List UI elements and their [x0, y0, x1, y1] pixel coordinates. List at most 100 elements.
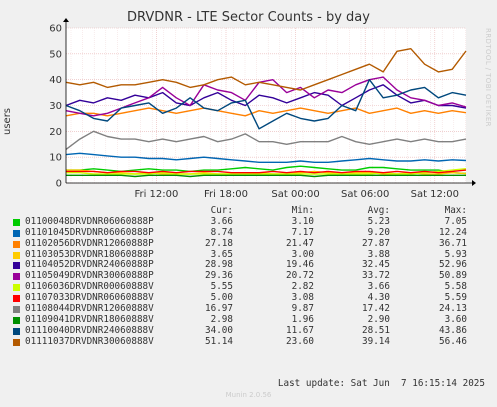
- legend-min: 20.72: [286, 270, 314, 282]
- x-axis-arrow: [472, 180, 476, 186]
- x-tick-label: Sat 06:00: [341, 189, 389, 200]
- last-update: Last update: Sat Jun 7 16:15:14 2025: [277, 378, 485, 389]
- x-tick-label: Sat 12:00: [411, 189, 459, 200]
- legend-row: 01108044DRVDNR12060888V 16.97 9.87 17.42 24.…: [0, 303, 497, 315]
- legend-series-name: 01109041DRVDNR18060888V: [25, 313, 154, 325]
- legend-series-name: 01101045DRVDNR06060888P: [25, 226, 154, 238]
- munin-version: Munin 2.0.56: [225, 391, 272, 399]
- legend-cur: 2.98: [210, 313, 233, 325]
- legend-avg: 3.88: [367, 248, 390, 260]
- legend-swatch: [13, 240, 20, 248]
- legend-cur: 29.36: [205, 270, 233, 282]
- legend-cur: 3.66: [210, 215, 233, 227]
- legend-cur: 51.14: [205, 335, 233, 347]
- legend-swatch: [13, 218, 20, 226]
- legend-swatch: [13, 327, 20, 335]
- legend-avg: 28.51: [362, 324, 390, 336]
- legend-row: 01101045DRVDNR06060888P 8.74 7.17 9.20 12.24: [0, 226, 497, 239]
- legend-min: 3.10: [291, 215, 314, 227]
- legend-swatch: [13, 316, 20, 324]
- series-line: [65, 107, 467, 117]
- legend-row: 01110040DRVDNR24060888V 34.00 11.67 28.51 43…: [0, 324, 497, 337]
- series-line: [65, 84, 467, 109]
- x-tick-label: Fri 12:00: [134, 189, 178, 200]
- legend-series-name: 01111037DRVDNR30060888V: [25, 335, 154, 347]
- x-tick-label: Sat 00:00: [271, 189, 319, 200]
- legend-cur: 28.98: [205, 259, 233, 271]
- legend-swatch: [13, 273, 20, 281]
- series-line: [65, 76, 467, 117]
- legend-avg: 17.42: [362, 303, 390, 315]
- legend-min: 9.87: [291, 303, 314, 315]
- legend-series-name: 01106036DRVDNR00060888V: [25, 281, 154, 293]
- legend-header: Cur: Min: Avg: Max:: [0, 205, 497, 217]
- legend-row: 01102056DRVDNR12060888P 27.18 21.47 27.87 36…: [0, 237, 497, 250]
- legend-series-name: 01107033DRVDNR06060888V: [25, 292, 154, 304]
- legend-max: 43.86: [439, 324, 467, 336]
- y-tick-label: 20: [49, 127, 62, 138]
- legend-avg: 32.45: [362, 259, 390, 271]
- legend-avg: 5.23: [367, 215, 390, 227]
- y-tick-label: 40: [49, 75, 62, 86]
- legend-series-name: 01108044DRVDNR12060888V: [25, 303, 154, 315]
- legend-cur: 5.55: [210, 281, 233, 293]
- legend-avg: 9.20: [367, 226, 390, 238]
- legend-cur: 5.00: [210, 292, 233, 304]
- legend-max: 36.71: [439, 237, 467, 249]
- legend-header-cur: Cur:: [210, 205, 233, 216]
- rrdtool-brand: RRDTOOL / TOBI OETIKER: [484, 28, 492, 127]
- series-line: [65, 48, 467, 91]
- legend-max: 52.96: [439, 259, 467, 271]
- legend-max: 3.60: [444, 313, 467, 325]
- legend-avg: 27.87: [362, 237, 390, 249]
- legend-min: 19.46: [286, 259, 314, 271]
- legend-min: 2.82: [291, 281, 314, 293]
- legend-max: 5.93: [444, 248, 467, 260]
- legend-rows: 01100048DRVDNR06060888P 3.66 3.10 5.23 7.05 0…: [0, 215, 497, 348]
- chart-svg: 0 10 20 30 40 50 60 Fri 12:00 Fri 18:00 Sat 00:00…: [49, 18, 476, 201]
- legend-max: 5.59: [444, 292, 467, 304]
- series-line: [65, 152, 467, 164]
- legend-swatch: [13, 295, 20, 303]
- legend-row: 01106036DRVDNR00060888V 5.55 2.82 3.66 5.58: [0, 281, 497, 293]
- legend-cur: 34.00: [205, 324, 233, 336]
- legend-header-avg: Avg:: [367, 205, 390, 216]
- legend-cur: 8.74: [210, 226, 233, 238]
- y-tick-label: 50: [49, 49, 62, 60]
- legend-row: 01100048DRVDNR06060888P 3.66 3.10 5.23 7.05: [0, 215, 497, 228]
- legend-swatch: [13, 262, 20, 270]
- legend-avg: 2.90: [367, 313, 390, 325]
- legend-min: 7.17: [291, 226, 314, 238]
- legend-cur: 16.97: [205, 303, 233, 315]
- series-line: [66, 168, 467, 175]
- legend-swatch: [13, 306, 20, 314]
- legend-header-min: Min:: [291, 205, 314, 216]
- legend-max: 12.24: [439, 226, 467, 238]
- series-lines: [65, 48, 467, 178]
- legend-series-name: 01103053DRVDNR18060888P: [25, 248, 154, 260]
- legend-row: 01103053DRVDNR18060888P 3.65 3.00 3.88 5.93: [0, 248, 497, 261]
- legend-avg: 33.72: [362, 270, 390, 282]
- legend-max: 5.58: [444, 281, 467, 293]
- legend-cur: 27.18: [205, 237, 233, 249]
- legend-row: 01111037DRVDNR30060888V 51.14 23.60 39.14 56…: [0, 335, 497, 348]
- legend-swatch: [13, 284, 20, 292]
- legend-avg: 4.30: [367, 292, 390, 304]
- x-tick-label: Fri 18:00: [204, 189, 248, 200]
- series-line: [66, 165, 467, 175]
- legend-min: 3.08: [291, 292, 314, 304]
- y-tick-label: 60: [49, 24, 62, 35]
- legend-min: 21.47: [286, 237, 314, 249]
- legend-swatch: [13, 229, 20, 237]
- legend-min: 23.60: [286, 335, 314, 347]
- tick-labels: 0 10 20 30 40 50 60 Fri 12:00 Fri 18:00 Sat 00:00…: [49, 24, 459, 201]
- legend-max: 24.13: [439, 303, 467, 315]
- y-tick-label: 10: [49, 153, 62, 164]
- legend-series-name: 01102056DRVDNR12060888P: [25, 237, 154, 249]
- legend-series-name: 01100048DRVDNR06060888P: [25, 215, 154, 227]
- legend-cur: 3.65: [210, 248, 233, 260]
- series-line: [66, 169, 467, 174]
- legend-header-max: Max:: [444, 205, 467, 216]
- legend-max: 7.05: [444, 215, 467, 227]
